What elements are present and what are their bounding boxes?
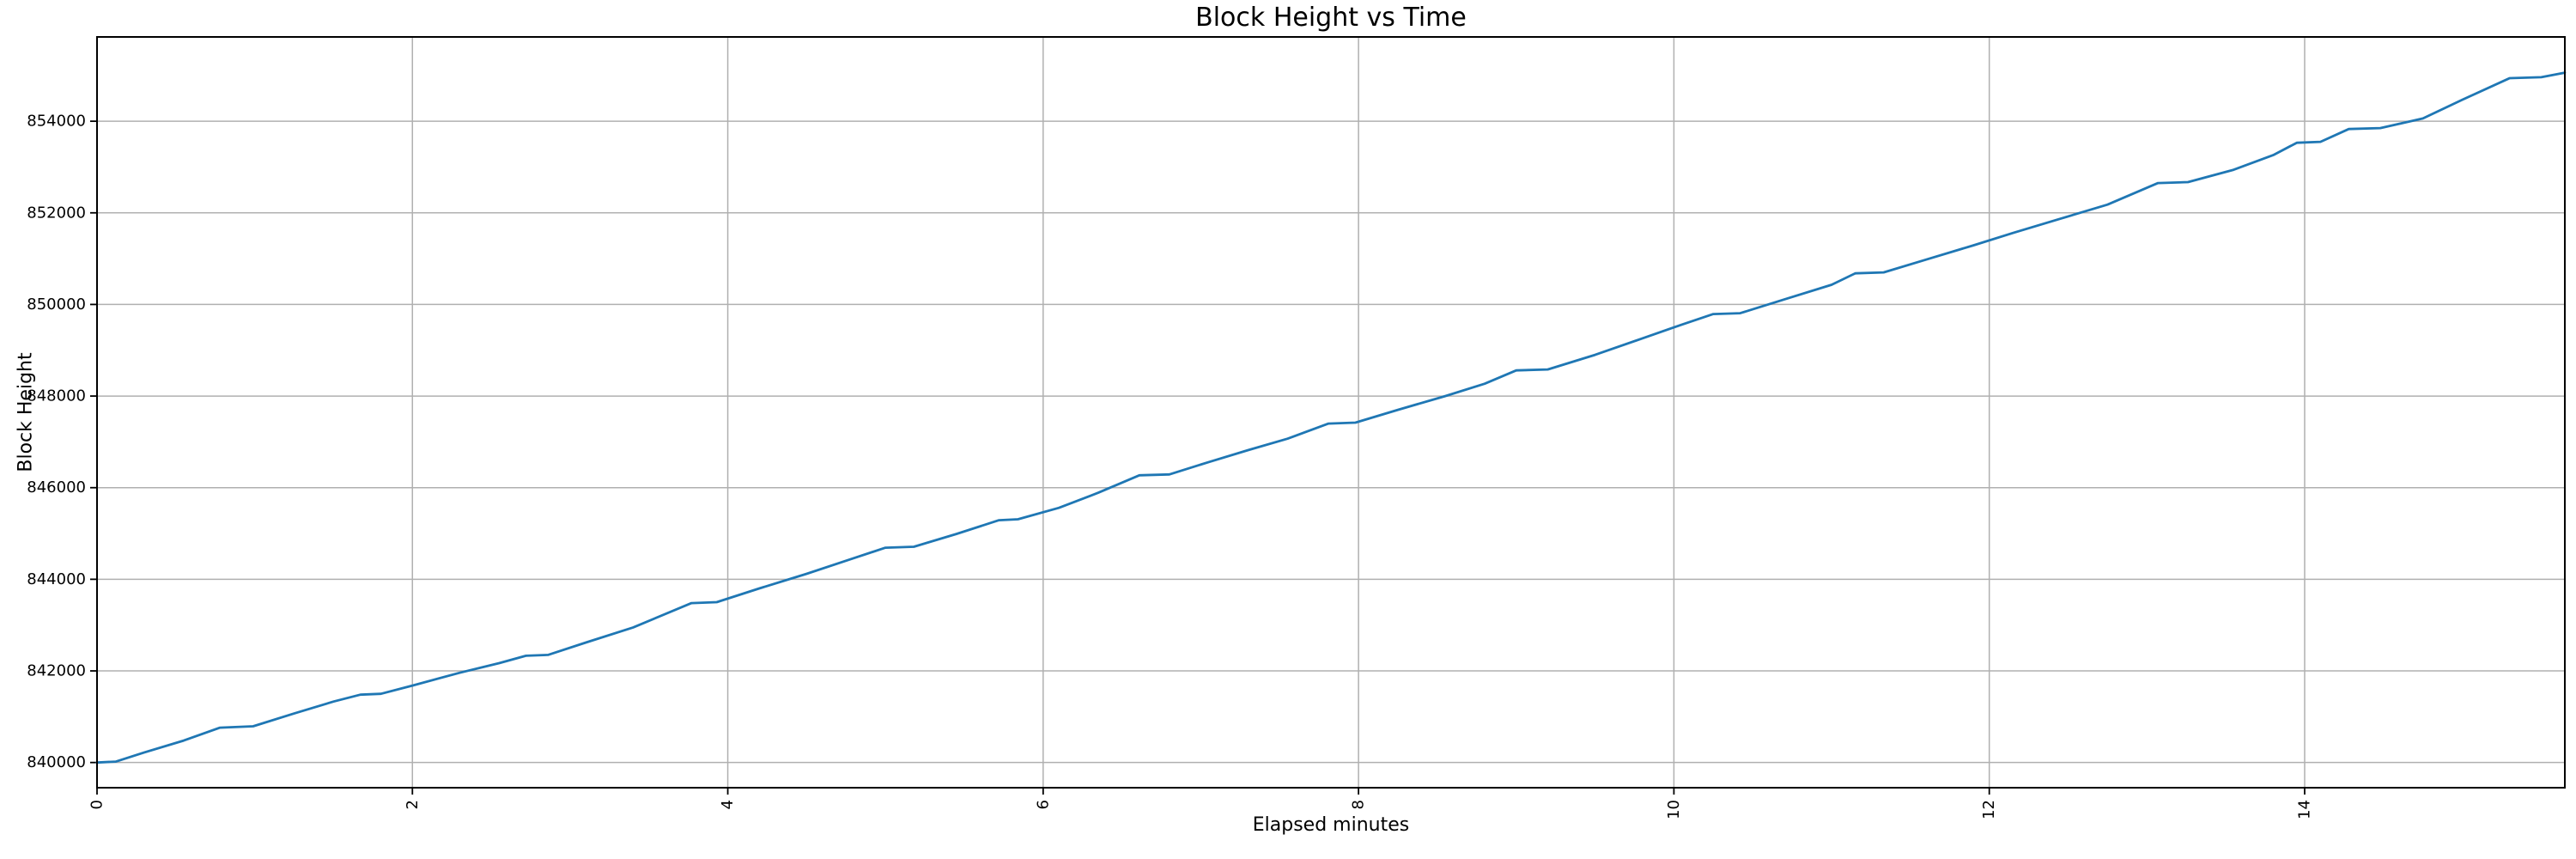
- y-tick-label: 846000: [27, 478, 86, 497]
- chart-series: [95, 71, 2567, 765]
- plot-spines: [96, 36, 2566, 789]
- x-tick-label: 0: [88, 800, 106, 809]
- x-tick-label: 14: [2295, 800, 2313, 819]
- chart-ticks: 0 2 4 6 8 10 12 14 840000 842000 844000 846000 84800…: [27, 113, 2313, 819]
- y-tick-label: 854000: [27, 113, 86, 131]
- y-tick-label: 842000: [27, 662, 86, 680]
- x-axis-label: Elapsed minutes: [1252, 814, 1410, 836]
- chart-grid: [96, 37, 2565, 788]
- y-axis-label: Block Height: [15, 352, 37, 472]
- x-tick-label: 8: [1350, 800, 1368, 809]
- y-tick-label: 852000: [27, 204, 86, 222]
- plot-border: [96, 36, 2566, 789]
- x-tick-label: 4: [719, 800, 737, 809]
- x-tick-label: 6: [1034, 800, 1052, 809]
- x-tick-label: 12: [1980, 800, 1998, 819]
- y-tick-label: 850000: [27, 295, 86, 314]
- y-tick-label: 848000: [27, 387, 86, 405]
- y-tick-label: 844000: [27, 570, 86, 588]
- x-tick-label: 2: [404, 800, 422, 809]
- chart-title: Block Height vs Time: [1195, 3, 1467, 33]
- block-height-line: [95, 71, 2567, 765]
- y-tick-label: 840000: [27, 753, 86, 771]
- x-tick-label: 10: [1665, 800, 1683, 819]
